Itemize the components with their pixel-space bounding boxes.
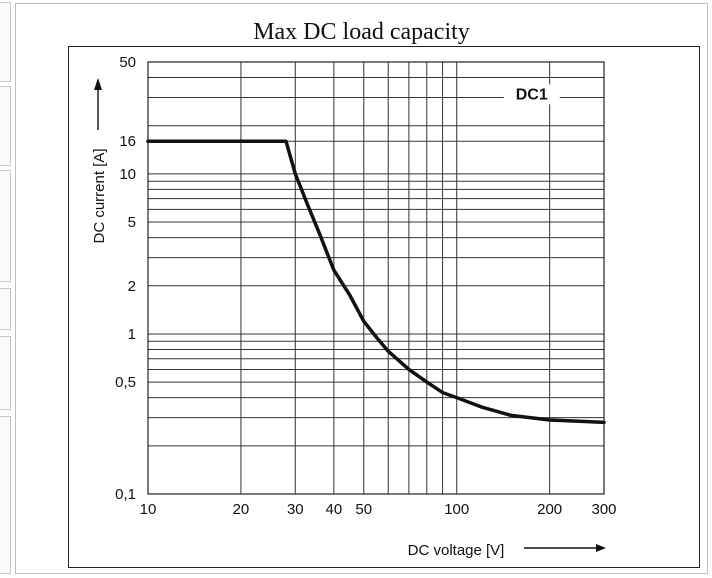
x-tick-label: 200 — [537, 501, 562, 518]
x-tick-label: 30 — [287, 501, 304, 518]
y-tick-label: 5 — [128, 214, 136, 231]
chart-inner-frame — [68, 46, 700, 568]
legend-entry-dc1: DC1 — [516, 86, 548, 103]
series-line-dc1 — [146, 139, 606, 425]
left-panel-tab[interactable] — [0, 2, 11, 82]
tick-labels: 10 20 30 40 50 100 200 300 0,1 0,5 1 2 5 10 16 50 — [115, 54, 616, 518]
chart-outer-frame — [15, 3, 708, 574]
left-panel-tab[interactable] — [0, 170, 11, 282]
y-axis-label: DC current [A] — [91, 148, 108, 243]
axes — [147, 61, 605, 495]
y-tick-label: 0,1 — [115, 486, 136, 503]
series-group — [146, 139, 606, 425]
grid-lines — [147, 61, 605, 495]
left-panel-tab[interactable] — [0, 336, 11, 410]
legend-background — [503, 84, 560, 105]
left-panel-strip — [0, 0, 12, 578]
left-panel-tab[interactable] — [0, 86, 11, 166]
x-tick-label: 100 — [444, 501, 469, 518]
x-tick-label: 40 — [326, 501, 343, 518]
y-tick-label: 1 — [128, 326, 136, 343]
left-panel-tab[interactable] — [0, 416, 11, 574]
x-axis-label: DC voltage [V] — [408, 542, 505, 559]
x-tick-label: 20 — [233, 501, 250, 518]
x-tick-label: 300 — [591, 501, 616, 518]
axis-labels: DC voltage [V] DC current [A] — [91, 78, 606, 559]
x-tick-label: 50 — [355, 501, 372, 518]
x-axis-arrow-head — [596, 544, 606, 552]
y-tick-label: 0,5 — [115, 374, 136, 391]
chart-title: Max DC load capacity — [253, 19, 470, 45]
plot-area-border — [147, 61, 605, 495]
y-tick-label: 16 — [119, 133, 136, 150]
y-tick-label: 50 — [119, 54, 136, 71]
left-panel-tab[interactable] — [0, 288, 11, 330]
y-tick-label: 10 — [119, 166, 136, 183]
y-axis-arrow-head — [94, 78, 102, 90]
x-tick-label: 10 — [140, 501, 157, 518]
legend: DC1 — [503, 84, 560, 105]
y-tick-label: 2 — [128, 278, 136, 295]
